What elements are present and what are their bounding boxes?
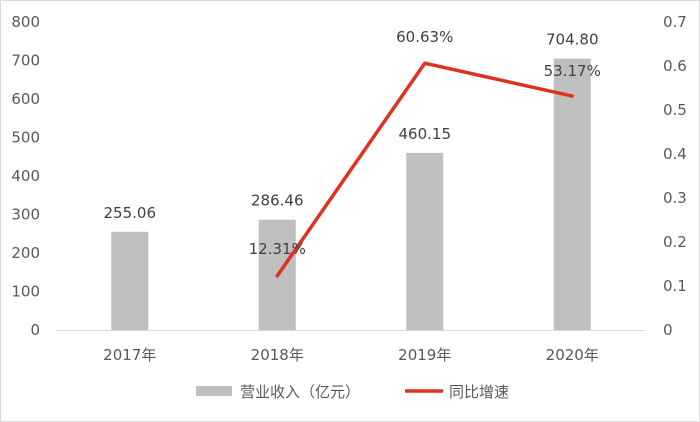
legend: 营业收入（亿元） 同比增速 xyxy=(196,383,509,401)
x-axis-tick-label: 2020年 xyxy=(546,346,599,364)
line-path xyxy=(275,61,574,278)
left-axis-tick-label: 800 xyxy=(11,13,40,31)
left-axis-tick-label: 0 xyxy=(30,321,40,339)
right-axis: 0 0.1 0.2 0.3 0.4 0.5 0.6 0.7 xyxy=(663,13,687,339)
right-axis-tick-label: 0.1 xyxy=(663,277,687,295)
left-axis-tick-label: 200 xyxy=(11,244,40,262)
x-axis: 2017年 2018年 2019年 2020年 xyxy=(103,346,599,364)
left-axis-tick-label: 600 xyxy=(11,90,40,108)
left-axis: 0 100 200 300 400 500 600 700 800 xyxy=(11,13,40,339)
right-axis-tick-label: 0.2 xyxy=(663,233,687,251)
right-axis-tick-label: 0 xyxy=(663,321,673,339)
right-axis-tick-label: 0.6 xyxy=(663,57,687,75)
x-axis-tick-label: 2017年 xyxy=(103,346,156,364)
left-axis-tick-label: 100 xyxy=(11,283,40,301)
bar-value-label: 704.80 xyxy=(546,31,599,49)
bar xyxy=(111,231,149,330)
x-axis-tick-label: 2019年 xyxy=(398,346,451,364)
left-axis-tick-label: 400 xyxy=(11,167,40,185)
right-axis-tick-label: 0.5 xyxy=(663,101,687,119)
left-axis-tick-label: 300 xyxy=(11,206,40,224)
line-data-labels: 12.31% 60.63% 53.17% xyxy=(249,28,601,258)
line-value-label: 12.31% xyxy=(249,240,306,258)
bar-value-label: 286.46 xyxy=(251,192,304,210)
bar-value-label: 460.15 xyxy=(399,125,452,143)
legend-label-bar: 营业收入（亿元） xyxy=(240,383,360,401)
legend-swatch-bar xyxy=(196,386,232,396)
bar xyxy=(553,58,591,330)
left-axis-tick-label: 700 xyxy=(11,52,40,70)
line-series xyxy=(275,61,574,278)
x-axis-tick-label: 2018年 xyxy=(251,346,304,364)
right-axis-tick-label: 0.3 xyxy=(663,189,687,207)
line-value-label: 60.63% xyxy=(396,28,453,46)
right-axis-tick-label: 0.7 xyxy=(663,13,687,31)
line-value-label: 53.17% xyxy=(544,62,601,80)
legend-label-line: 同比增速 xyxy=(449,383,509,401)
bar-data-labels: 255.06 286.46 460.15 704.80 xyxy=(104,31,599,222)
bar-series xyxy=(111,58,591,330)
bar-value-label: 255.06 xyxy=(104,204,157,222)
bar xyxy=(406,152,444,330)
left-axis-tick-label: 500 xyxy=(11,129,40,147)
right-axis-tick-label: 0.4 xyxy=(663,145,687,163)
